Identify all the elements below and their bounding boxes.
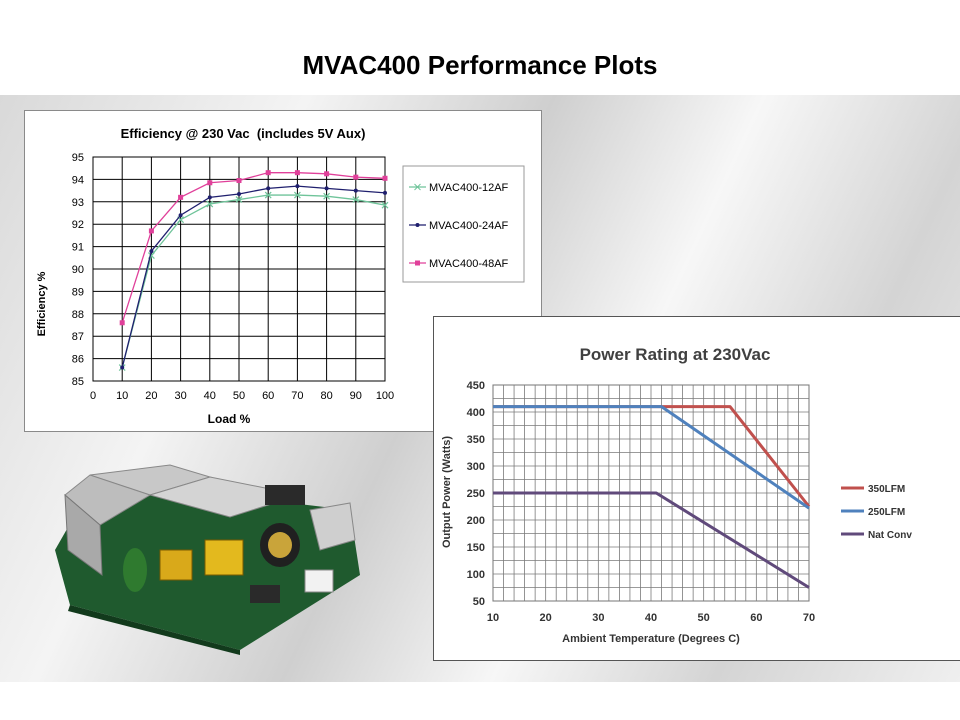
power-y-tick-label: 450 [467,380,485,392]
efficiency-x-tick-label: 80 [320,390,332,402]
efficiency-data-point [294,170,300,176]
efficiency-data-point [383,190,387,195]
power-y-tick-label: 350 [467,434,485,446]
power-y-tick-label: 200 [467,515,485,527]
efficiency-y-tick-label: 90 [72,264,84,276]
efficiency-chart-title: Efficiency @ 230 Vac (includes 5V Aux) [121,126,366,141]
efficiency-y-tick-label: 95 [72,152,84,164]
efficiency-data-point [323,192,331,200]
efficiency-series-line-0 [121,194,386,368]
power-rating-chart-title: Power Rating at 230Vac [580,345,771,364]
efficiency-x-tick-label: 10 [116,390,128,402]
power-rating-y-axis-label: Output Power (Watts) [441,436,453,548]
efficiency-legend-label: MVAC400-12AF [429,182,509,194]
efficiency-data-point [265,170,271,176]
power-y-tick-label: 250 [467,488,485,500]
efficiency-x-tick-label: 100 [376,390,394,402]
efficiency-series-line-2 [121,172,386,323]
efficiency-x-axis-label: Load % [208,412,251,426]
efficiency-y-tick-label: 85 [72,376,84,388]
efficiency-data-point [237,191,241,196]
efficiency-x-tick-label: 40 [204,390,216,402]
power-legend-label: 350LFM [868,484,905,495]
efficiency-data-point [148,228,154,234]
efficiency-data-point [264,191,272,199]
efficiency-y-tick-label: 88 [72,309,84,321]
efficiency-x-tick-label: 90 [350,390,362,402]
efficiency-data-point [236,178,242,184]
efficiency-data-point [178,213,183,218]
efficiency-x-tick-label: 50 [233,390,245,402]
efficiency-x-tick-label: 60 [262,390,274,402]
power-x-tick-label: 30 [592,612,604,624]
efficiency-series-line-1 [121,185,386,368]
efficiency-x-tick-label: 0 [90,390,96,402]
power-x-tick-label: 70 [803,612,815,624]
efficiency-data-point [120,365,125,370]
efficiency-data-point [324,186,329,191]
efficiency-y-tick-label: 86 [72,354,84,366]
efficiency-data-point [353,174,359,180]
power-x-tick-label: 50 [698,612,710,624]
efficiency-data-point [149,249,154,254]
efficiency-data-point [235,196,243,203]
efficiency-data-point [295,184,300,189]
efficiency-x-tick-label: 30 [174,390,186,402]
power-y-tick-label: 400 [467,407,485,419]
efficiency-data-point [381,201,389,209]
power-y-tick-label: 150 [467,542,485,554]
power-y-tick-label: 300 [467,461,485,473]
efficiency-data-point [324,171,330,177]
efficiency-data-point [266,186,271,191]
efficiency-data-point [207,180,213,186]
efficiency-y-tick-label: 94 [72,174,84,186]
efficiency-data-point [207,195,212,200]
efficiency-data-point [353,188,358,193]
power-y-tick-label: 100 [467,569,485,581]
power-rating-x-axis-label: Ambient Temperature (Degrees C) [562,633,740,645]
efficiency-chart-panel: Efficiency @ 230 Vac (includes 5V Aux) 0… [24,110,542,432]
efficiency-y-tick-label: 87 [72,331,84,343]
power-legend-label: 250LFM [868,507,905,518]
efficiency-y-tick-label: 89 [72,286,84,298]
power-x-tick-label: 10 [487,612,499,624]
efficiency-data-point [352,196,360,203]
power-x-tick-label: 60 [750,612,762,624]
efficiency-legend-label: MVAC400-48AF [429,258,509,270]
efficiency-data-point [178,194,184,200]
efficiency-data-point [382,175,388,181]
power-y-tick-label: 50 [473,596,485,608]
efficiency-y-axis-label: Efficiency % [36,271,48,336]
efficiency-y-tick-label: 93 [72,197,84,209]
power-legend-label: Nat Conv [868,530,912,541]
power-rating-chart-panel: Power Rating at 230Vac 10 20 30 40 50 60 70 50 1… [433,316,960,661]
efficiency-x-tick-label: 20 [145,390,157,402]
efficiency-chart: Efficiency @ 230 Vac (includes 5V Aux) 0… [36,126,525,426]
power-x-tick-label: 40 [645,612,657,624]
slide-title: MVAC400 Performance Plots [302,50,658,80]
efficiency-data-point [119,320,125,326]
efficiency-x-tick-label: 70 [291,390,303,402]
efficiency-y-tick-label: 91 [72,242,84,254]
power-series-line-1 [493,405,810,510]
efficiency-legend-label: MVAC400-24AF [429,220,509,232]
power-x-tick-label: 20 [540,612,552,624]
efficiency-y-tick-label: 92 [72,219,84,231]
efficiency-data-point [206,200,214,208]
power-series-line-2 [493,491,810,589]
power-rating-chart: Power Rating at 230Vac 10 20 30 40 50 60 70 50 1… [441,345,912,645]
power-supply-product-photo [55,464,360,655]
efficiency-data-point [293,191,301,199]
